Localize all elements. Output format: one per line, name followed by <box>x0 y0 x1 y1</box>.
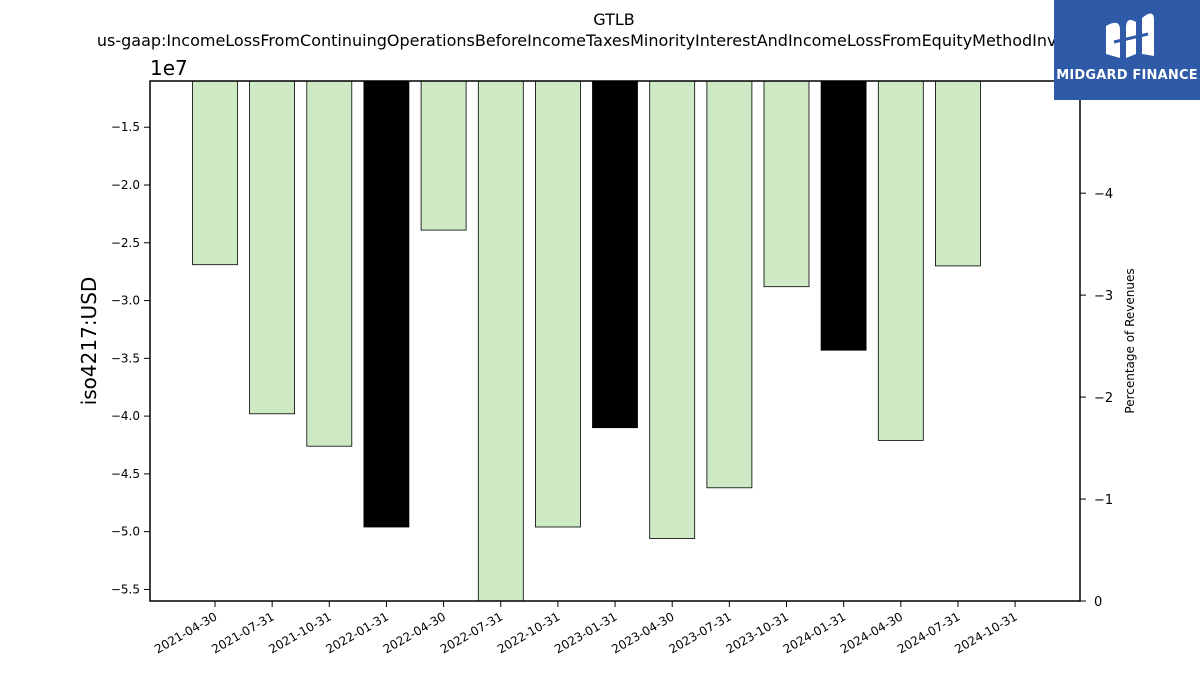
y-tick-label: −4.0 <box>111 409 140 423</box>
bar-2022-01-31 <box>363 80 410 528</box>
brand-logo: MIDGARD FINANCE <box>1054 0 1200 100</box>
bar-2022-07-31 <box>477 80 524 602</box>
bars-group <box>192 80 981 602</box>
bar-2022-04-30 <box>420 80 467 231</box>
y2-tick-label: −2 <box>1094 391 1113 406</box>
bar-2023-07-31 <box>706 80 753 489</box>
x-tick-label: 2021-07-31 <box>209 609 276 656</box>
bar-2023-10-31 <box>763 80 810 288</box>
x-tick-label: 2023-07-31 <box>666 609 733 656</box>
plot-frame <box>149 80 1081 602</box>
bar-2021-07-31 <box>249 80 296 415</box>
y-tick-label: −3.5 <box>111 351 140 365</box>
x-tick-label: 2021-04-30 <box>152 609 219 656</box>
chart-title: GTLB <box>593 10 635 29</box>
bar-2024-04-30 <box>877 80 924 441</box>
y-tick-label: −4.5 <box>111 467 140 481</box>
chart-subtitle: us-gaap:IncomeLossFromContinuingOperatio… <box>97 31 1131 50</box>
y-tick-label: −3.0 <box>111 294 140 308</box>
bar-2024-01-31 <box>820 80 867 351</box>
y-tick-label: −5.0 <box>111 525 140 539</box>
y2-tick-label: 0 <box>1094 595 1102 610</box>
x-tick-label: 2023-10-31 <box>724 609 791 656</box>
y-tick-label: −2.5 <box>111 236 140 250</box>
logo-mark-icon <box>1106 13 1154 58</box>
y-tick-label: −2.0 <box>111 178 140 192</box>
bar-2021-10-31 <box>306 80 353 447</box>
y-exponent-label: 1e7 <box>150 56 188 80</box>
y2-ticks-group: 0 −1 −2 −3 −4 <box>1080 187 1113 610</box>
x-tick-label: 2024-10-31 <box>952 609 1019 656</box>
x-tick-label: 2024-01-31 <box>781 609 848 656</box>
y-ticks-group: −1.5 −2.0 −2.5 −3.0 −3.5 −4.0 −4.5 −5.0 −5.5 <box>111 120 150 596</box>
y2-tick-label: −3 <box>1094 289 1113 304</box>
logo-text: MIDGARD FINANCE <box>1056 68 1198 83</box>
bar-2024-07-31 <box>935 80 981 267</box>
x-ticks-group: 2021-04-302021-07-312021-10-312022-01-31… <box>152 601 1020 656</box>
x-tick-label: 2022-10-31 <box>495 609 562 656</box>
bar-2022-10-31 <box>535 80 581 528</box>
x-tick-label: 2024-04-30 <box>838 609 905 656</box>
x-tick-label: 2023-01-31 <box>552 609 619 656</box>
x-tick-label: 2022-01-31 <box>324 609 391 656</box>
y-tick-label: −1.5 <box>111 120 140 134</box>
y-axis-label: iso4217:USD <box>77 277 101 406</box>
y2-axis-label: Percentage of Revenues <box>1123 268 1137 413</box>
y-tick-label: −5.5 <box>111 582 140 596</box>
x-tick-label: 2022-04-30 <box>381 609 448 656</box>
x-tick-label: 2022-07-31 <box>438 609 505 656</box>
x-tick-label: 2024-07-31 <box>895 609 962 656</box>
bar-2021-04-30 <box>192 80 238 266</box>
x-tick-label: 2023-04-30 <box>609 609 676 656</box>
x-tick-label: 2021-10-31 <box>266 609 333 656</box>
bar-2023-01-31 <box>592 80 638 429</box>
y2-tick-label: −1 <box>1094 493 1113 508</box>
bar-2023-04-30 <box>649 80 696 540</box>
y2-tick-label: −4 <box>1094 187 1113 202</box>
